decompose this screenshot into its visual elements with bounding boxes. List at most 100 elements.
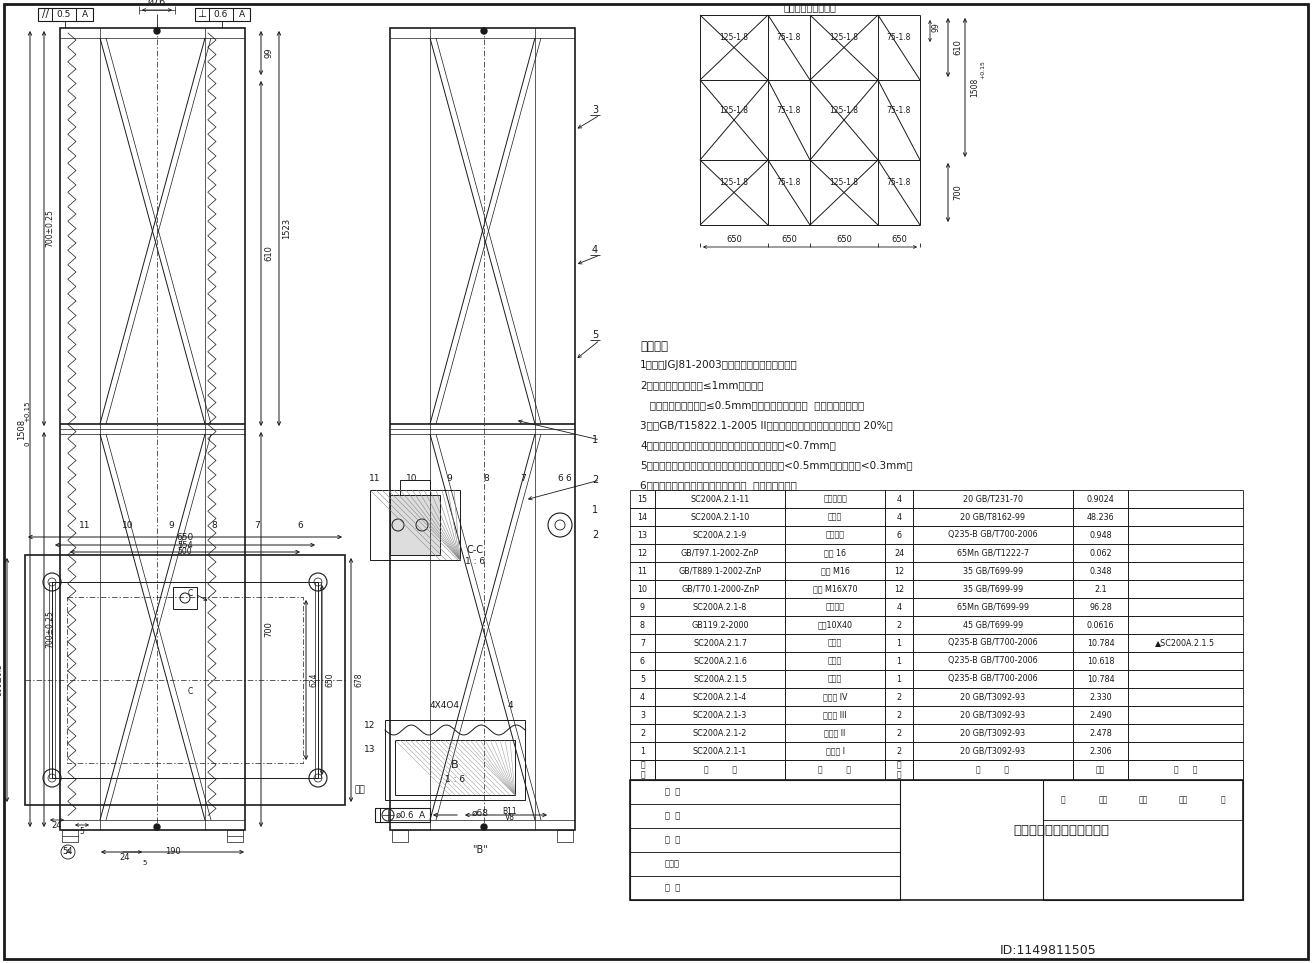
Text: 650: 650 <box>836 235 851 244</box>
Text: 5: 5 <box>640 674 646 684</box>
Text: 1: 1 <box>896 638 901 647</box>
Bar <box>913 580 1073 598</box>
Text: 2、未焊满、根部收缩≤1mm，咬边、: 2、未焊满、根部收缩≤1mm，咬边、 <box>640 380 764 390</box>
Circle shape <box>154 824 160 830</box>
Bar <box>38 8 93 21</box>
Text: 610: 610 <box>265 246 273 261</box>
Text: 10: 10 <box>638 585 648 593</box>
Text: 96.28: 96.28 <box>1089 603 1111 612</box>
Bar <box>1043 780 1242 900</box>
Text: 2.330: 2.330 <box>1089 692 1111 701</box>
Text: 5、齿条安装应牢固可靠，齿条相邻两齿周节误差应<0.5mm，齿高阶差<0.3mm；: 5、齿条安装应牢固可靠，齿条相邻两齿周节误差应<0.5mm，齿高阶差<0.3mm… <box>640 460 913 470</box>
Circle shape <box>154 28 160 34</box>
Bar <box>195 8 251 21</box>
Bar <box>886 508 913 526</box>
Text: 700±0.25: 700±0.25 <box>46 210 55 247</box>
Text: 190: 190 <box>164 847 180 856</box>
Text: 12: 12 <box>638 549 648 558</box>
Bar <box>173 587 197 609</box>
Text: 6: 6 <box>558 474 563 482</box>
Text: 10.618: 10.618 <box>1086 657 1114 665</box>
Text: 主张杆接头: 主张杆接头 <box>823 494 846 504</box>
Bar <box>1128 490 1242 508</box>
Text: SC200A.2.1.5: SC200A.2.1.5 <box>693 674 747 684</box>
Bar <box>785 490 886 508</box>
Bar <box>1073 508 1128 526</box>
Text: 6、清渣、去锈，表面先涂铁红底漆，  再涂大红面漆。: 6、清渣、去锈，表面先涂铁红底漆， 再涂大红面漆。 <box>640 480 796 490</box>
Text: 名          称: 名 称 <box>819 766 851 774</box>
Text: 5: 5 <box>143 860 147 866</box>
Text: +0.15: +0.15 <box>980 60 985 79</box>
Bar <box>655 724 785 742</box>
Text: 下框架: 下框架 <box>828 638 842 647</box>
Text: 650: 650 <box>891 235 907 244</box>
Bar <box>655 580 785 598</box>
Text: A: A <box>419 811 425 820</box>
Bar <box>886 598 913 616</box>
Text: 125-1.8: 125-1.8 <box>719 33 749 42</box>
Bar <box>630 876 900 900</box>
Bar <box>913 490 1073 508</box>
Text: 2: 2 <box>896 711 901 719</box>
Text: 序
号: 序 号 <box>640 761 644 780</box>
Text: 650: 650 <box>176 533 194 541</box>
Bar <box>886 688 913 706</box>
Text: 销轴10X40: 销轴10X40 <box>817 620 853 630</box>
Bar <box>1128 706 1242 724</box>
Text: SC200A.2.1-10: SC200A.2.1-10 <box>690 512 749 522</box>
Bar <box>655 742 785 760</box>
Text: 125-1.8: 125-1.8 <box>719 178 749 187</box>
Text: 20 GB/T3092-93: 20 GB/T3092-93 <box>960 692 1026 701</box>
Text: 4: 4 <box>640 692 646 701</box>
Text: 3、按GB/T15822.1-2005 II级焊缝磁粉检测，抽检比例不小于 20%；: 3、按GB/T15822.1-2005 II级焊缝磁粉检测，抽检比例不小于 20… <box>640 420 892 430</box>
Bar <box>886 760 913 780</box>
Text: 螺钉 M16X70: 螺钉 M16X70 <box>812 585 857 593</box>
Bar <box>655 544 785 562</box>
Text: 4: 4 <box>896 603 901 612</box>
Bar <box>785 670 886 688</box>
Text: 1523: 1523 <box>282 218 291 239</box>
Text: 610: 610 <box>954 39 963 56</box>
Bar <box>913 616 1073 634</box>
Text: 0.0616: 0.0616 <box>1086 620 1114 630</box>
Text: GB119.2-2000: GB119.2-2000 <box>691 620 749 630</box>
Text: 6: 6 <box>565 474 571 482</box>
Bar <box>785 652 886 670</box>
Text: 35 GB/T699-99: 35 GB/T699-99 <box>963 585 1023 593</box>
Bar <box>655 652 785 670</box>
Text: 75-1.8: 75-1.8 <box>777 33 802 42</box>
Text: 2: 2 <box>640 728 646 738</box>
Bar <box>886 580 913 598</box>
Bar <box>785 616 886 634</box>
Text: 技术要求: 技术要求 <box>640 340 668 353</box>
Text: 11: 11 <box>369 474 380 482</box>
Text: 2: 2 <box>896 620 901 630</box>
Bar <box>785 508 886 526</box>
Text: 8: 8 <box>211 520 216 530</box>
Bar <box>1128 544 1242 562</box>
Bar <box>1073 562 1128 580</box>
Text: 125-1.8: 125-1.8 <box>719 106 749 115</box>
Text: SC200A.2.1-8: SC200A.2.1-8 <box>693 603 747 612</box>
Bar <box>886 670 913 688</box>
Bar <box>913 526 1073 544</box>
Text: 45 GB/T699-99: 45 GB/T699-99 <box>963 620 1023 630</box>
Text: 0.6: 0.6 <box>214 10 228 18</box>
Text: 量比: 量比 <box>1139 795 1148 804</box>
Text: 1 : 6: 1 : 6 <box>445 775 464 785</box>
Bar <box>630 760 655 780</box>
Text: 2: 2 <box>896 728 901 738</box>
Text: 700: 700 <box>954 185 963 200</box>
Bar <box>1073 760 1128 780</box>
Text: 3: 3 <box>592 105 598 115</box>
Text: 1 : 6: 1 : 6 <box>464 558 485 566</box>
Text: 99: 99 <box>932 22 941 32</box>
Bar <box>1128 598 1242 616</box>
Bar <box>1128 742 1242 760</box>
Bar <box>630 508 655 526</box>
Bar <box>785 526 886 544</box>
Text: SC200A.2.1-11: SC200A.2.1-11 <box>690 494 749 504</box>
Text: 中框架: 中框架 <box>828 657 842 665</box>
Text: 0.348: 0.348 <box>1089 566 1111 576</box>
Text: 11: 11 <box>638 566 648 576</box>
